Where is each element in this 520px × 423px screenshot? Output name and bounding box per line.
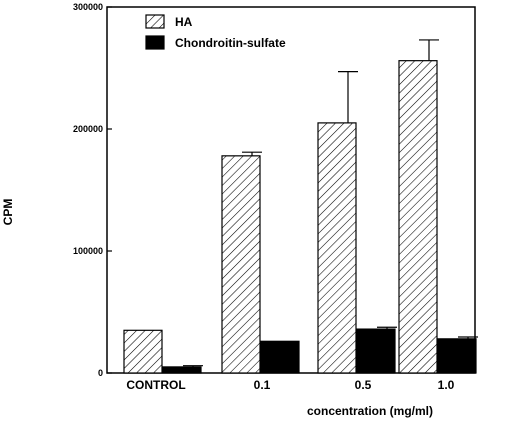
y-axis-label: CPM (1, 199, 15, 226)
x-axis-label: concentration (mg/ml) (307, 404, 433, 418)
legend-label-ha: HA (175, 15, 193, 29)
bar-ha-2 (317, 122, 357, 374)
y-tick-label: 0 (98, 368, 103, 378)
bar-chondroitin-3 (437, 338, 477, 374)
bar-chondroitin-1 (260, 340, 300, 374)
y-tick-label: 300000 (73, 2, 103, 12)
x-category-label: 0.1 (254, 378, 271, 392)
bar-chondroitin-0 (162, 366, 202, 374)
bar-ha-3 (398, 60, 438, 374)
bar-chondroitin-2 (356, 328, 396, 374)
bars-group (123, 39, 478, 374)
x-category-label: 1.0 (438, 378, 455, 392)
y-tick-label: 200000 (73, 124, 103, 134)
y-tick-label: 100000 (73, 246, 103, 256)
x-categories-group: CONTROL 0.1 0.5 1.0 (126, 378, 454, 392)
bar-ha-0 (123, 329, 163, 374)
legend-swatch-chondroitin (145, 35, 165, 50)
y-ticks-group: 0 100000 200000 300000 (73, 2, 112, 378)
legend: HA Chondroitin-sulfate (145, 14, 286, 50)
x-category-label: 0.5 (355, 378, 372, 392)
x-category-label: CONTROL (126, 378, 185, 392)
bar-ha-1 (221, 155, 261, 374)
legend-swatch-ha (145, 14, 165, 29)
legend-label-chondroitin: Chondroitin-sulfate (175, 36, 286, 50)
